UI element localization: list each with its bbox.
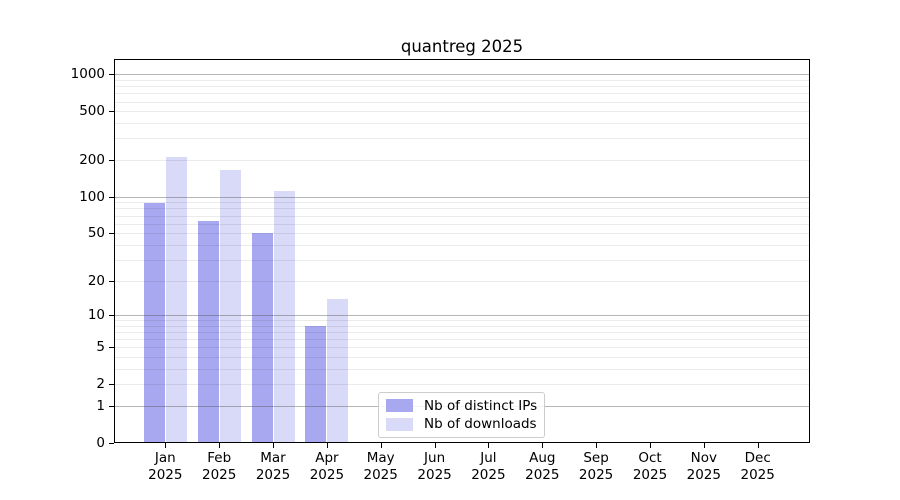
x-tick-mark-jul (488, 443, 490, 448)
y-tick-mark-1 (109, 406, 114, 407)
y-tick-mark-500 (109, 111, 114, 113)
y-tick-mark-2 (109, 384, 114, 386)
y-tick-mark-5 (109, 347, 114, 349)
y-tick-mark-1000 (109, 74, 114, 76)
gridline-major-1000 (114, 74, 810, 76)
x-tick-label-jul: Jul 2025 (471, 450, 506, 483)
legend-label-downloads: Nb of downloads (424, 416, 537, 433)
x-tick-mark-may (380, 443, 382, 448)
gridline-minor-80 (114, 208, 810, 210)
x-tick-mark-jun (434, 443, 436, 448)
gridline-major-10 (114, 315, 810, 316)
legend: Nb of distinct IPs Nb of downloads (378, 392, 545, 438)
y-tick-label-200: 200 (79, 151, 105, 168)
y-tick-mark-10 (109, 315, 114, 316)
x-tick-mark-sep (596, 443, 598, 448)
gridline-minor-30 (114, 259, 810, 261)
gridline-minor-40 (114, 244, 810, 246)
y-tick-mark-200 (109, 159, 114, 161)
legend-item-downloads: Nb of downloads (386, 416, 537, 433)
x-tick-label-apr: Apr 2025 (309, 450, 345, 483)
y-tick-label-0: 0 (96, 435, 105, 451)
bar-downloads-mar (273, 191, 295, 443)
x-tick-label-mar: Mar 2025 (255, 450, 291, 483)
gridline-minor-200 (114, 159, 810, 161)
legend-swatch-downloads (386, 417, 413, 431)
y-tick-label-50: 50 (87, 225, 105, 242)
gridline-minor-8 (114, 325, 810, 327)
x-tick-mark-dec (757, 443, 759, 448)
gridline-minor-300 (114, 138, 810, 140)
gridline-minor-9 (114, 320, 810, 322)
x-tick-label-sep: Sep 2025 (578, 450, 614, 483)
x-tick-mark-aug (542, 443, 544, 448)
y-tick-mark-0 (109, 443, 114, 444)
gridline-minor-600 (114, 101, 810, 103)
gridline-minor-2 (114, 384, 810, 386)
y-tick-label-10: 10 (87, 307, 105, 323)
gridline-minor-800 (114, 86, 810, 88)
gridline-minor-90 (114, 202, 810, 204)
gridline-minor-5 (114, 347, 810, 349)
x-tick-label-oct: Oct 2025 (632, 450, 668, 483)
legend-swatch-distinct-ips (386, 399, 413, 413)
y-tick-mark-50 (109, 233, 114, 235)
bar-distinct-ips-jan (143, 203, 165, 443)
gridline-minor-400 (114, 123, 810, 125)
gridline-minor-500 (114, 111, 810, 113)
gridline-minor-700 (114, 93, 810, 95)
bar-downloads-apr (327, 298, 349, 443)
x-tick-label-aug: Aug 2025 (525, 450, 560, 483)
gridline-minor-3 (114, 369, 810, 370)
y-tick-mark-20 (109, 280, 114, 282)
x-tick-label-may: May 2025 (363, 450, 398, 483)
x-tick-label-jan: Jan 2025 (148, 450, 183, 483)
bar-downloads-feb (219, 170, 241, 443)
y-tick-label-2: 2 (96, 376, 105, 393)
y-tick-label-5: 5 (96, 339, 105, 356)
gridline-minor-60 (114, 223, 810, 225)
legend-item-distinct-ips: Nb of distinct IPs (386, 397, 538, 414)
y-tick-label-1000: 1000 (70, 66, 105, 83)
x-tick-mark-jan (165, 443, 167, 448)
x-tick-mark-mar (273, 443, 274, 448)
gridline-minor-50 (114, 233, 810, 235)
x-tick-mark-apr (326, 443, 328, 448)
x-tick-mark-nov (703, 443, 705, 448)
y-tick-label-100: 100 (79, 188, 105, 205)
y-tick-mark-100 (109, 196, 114, 198)
bar-distinct-ips-mar (251, 233, 273, 443)
x-tick-mark-oct (650, 443, 651, 448)
x-tick-label-feb: Feb 2025 (202, 450, 237, 483)
y-tick-label-1: 1 (96, 398, 105, 414)
gridline-minor-20 (114, 280, 810, 282)
x-tick-label-nov: Nov 2025 (686, 450, 721, 483)
x-tick-label-dec: Dec 2025 (740, 450, 775, 483)
gridline-minor-7 (114, 332, 810, 333)
bar-distinct-ips-apr (305, 325, 327, 443)
gridline-minor-4 (114, 357, 810, 359)
plot-area: Nb of distinct IPs Nb of downloads (114, 59, 810, 443)
gridline-minor-900 (114, 79, 810, 81)
legend-label-distinct-ips: Nb of distinct IPs (424, 397, 538, 414)
y-tick-label-20: 20 (87, 272, 105, 289)
gridline-major-100 (114, 196, 810, 198)
x-tick-label-jun: Jun 2025 (417, 450, 452, 483)
y-tick-label-500: 500 (79, 103, 105, 120)
chart-title: quantreg 2025 (400, 37, 524, 56)
gridline-minor-70 (114, 215, 810, 217)
x-tick-mark-feb (219, 443, 221, 448)
gridline-minor-6 (114, 339, 810, 341)
bar-downloads-jan (165, 157, 187, 443)
bar-distinct-ips-feb (197, 221, 219, 443)
